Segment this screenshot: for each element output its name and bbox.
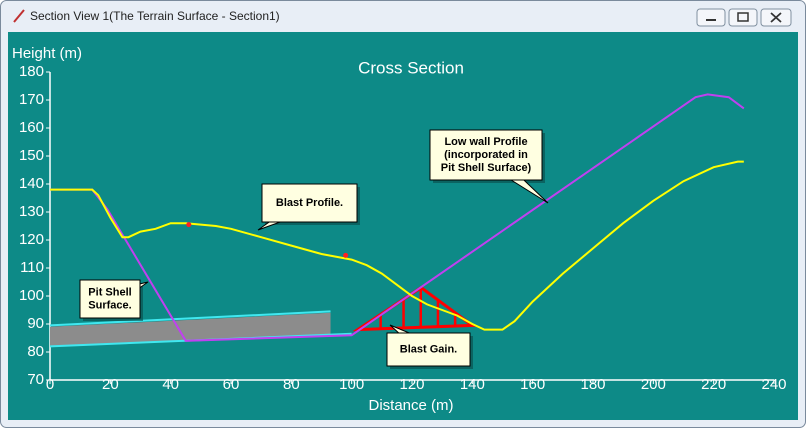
callout-text: (incorporated in (444, 149, 528, 161)
y-tick-label: 140 (19, 175, 44, 192)
plot: Cross Section Height (m) Distance (m) 70 80 9… (12, 45, 787, 414)
x-tick-label: 20 (102, 376, 119, 393)
callout-cover (80, 280, 140, 318)
maximize-icon (737, 12, 749, 22)
x-tick-label: 120 (399, 376, 424, 393)
series-line (49, 310, 331, 327)
y-tick-label: 110 (20, 259, 44, 276)
series-line (50, 160, 744, 331)
y-tick-label: 70 (27, 371, 44, 388)
y-tick-label: 120 (19, 231, 44, 248)
y-tick-label: 180 (19, 63, 44, 80)
window-icon (13, 9, 25, 23)
x-axis-label: Distance (m) (368, 397, 453, 414)
minimize-button[interactable] (696, 8, 726, 27)
x-tick-label: 180 (580, 376, 605, 393)
callout-cover (430, 130, 542, 180)
series-line (50, 93, 745, 342)
x-tick-label: 160 (520, 376, 545, 393)
y-tick-label: 160 (19, 119, 44, 136)
close-icon (770, 12, 782, 23)
y-tick-label: 130 (19, 203, 44, 220)
y-tick-label: 80 (27, 343, 44, 360)
marker (343, 252, 349, 258)
x-tick-label: 0 (46, 376, 54, 393)
x-tick-label: 80 (283, 376, 300, 393)
y-axis-label: Height (m) (12, 45, 82, 62)
x-tick-label: 200 (641, 376, 666, 393)
callout-text: Low wall Profile (444, 136, 527, 148)
y-tick-label: 90 (27, 315, 44, 332)
callout-cover (387, 333, 470, 366)
callout-text: Surface. (88, 299, 131, 311)
y-tick-label: 100 (19, 287, 44, 304)
x-tick-label: 140 (460, 376, 485, 393)
x-tick-label: 40 (162, 376, 179, 393)
window-title: Section View 1(The Terrain Surface - Sec… (30, 9, 280, 23)
callout-text: Pit Shell Surface) (441, 162, 532, 174)
x-tick-label: 100 (339, 376, 364, 393)
y-tick-label: 150 (19, 147, 44, 164)
x-tick-label: 220 (701, 376, 726, 393)
callout-text: Blast Profile. (276, 197, 343, 209)
callout-text: Blast Gain. (400, 343, 457, 355)
x-tick-label: 60 (223, 376, 240, 393)
callout-text: Pit Shell (88, 286, 131, 298)
x-tick-label: 240 (761, 376, 786, 393)
callout-cover (262, 184, 357, 222)
y-tick-label: 170 (19, 91, 44, 108)
chart-title: Cross Section (358, 58, 464, 77)
marker (186, 222, 192, 228)
maximize-button[interactable] (728, 8, 758, 27)
